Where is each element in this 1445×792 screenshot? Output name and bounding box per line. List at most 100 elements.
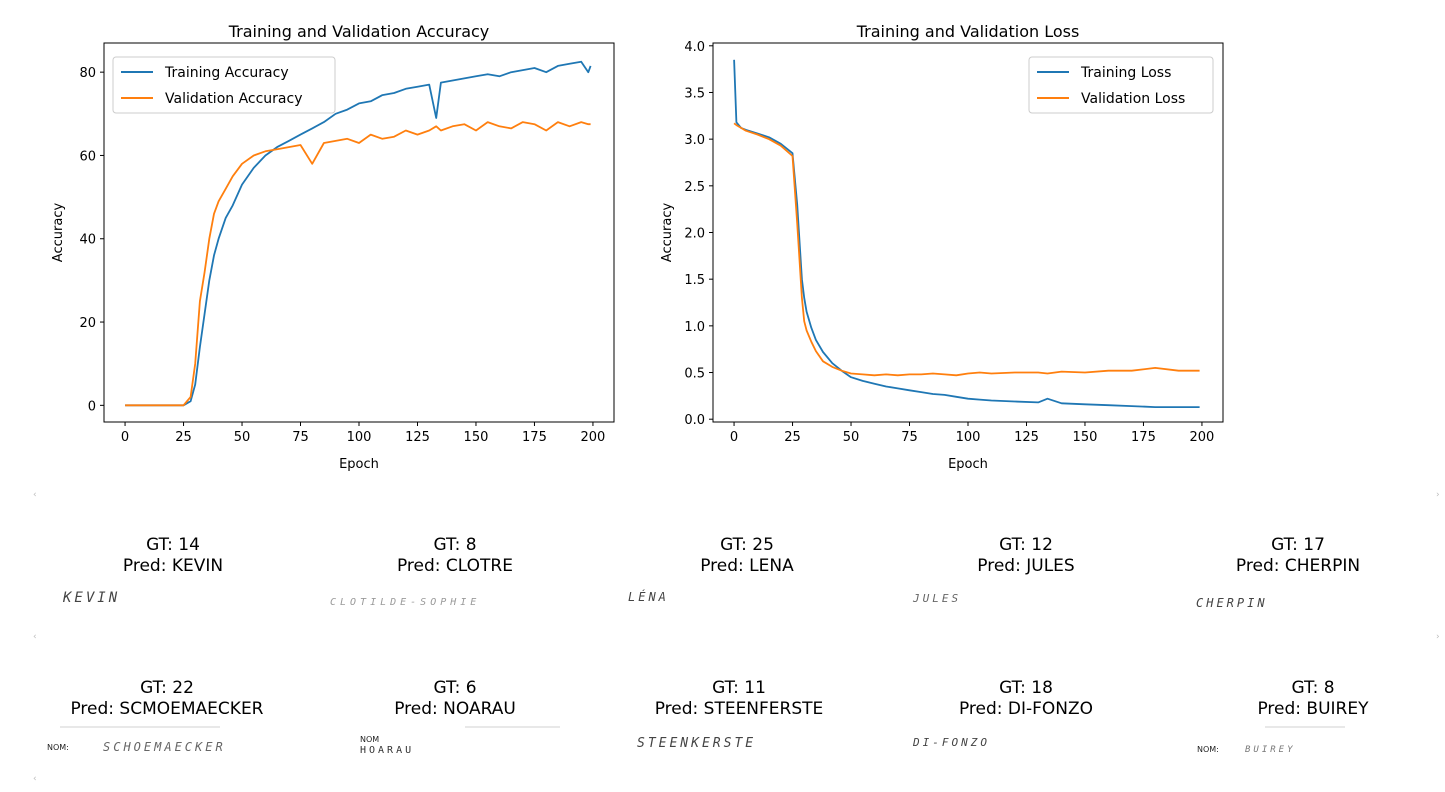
sample-caption: GT: 11 Pred: STEENFERSTE: [609, 678, 869, 720]
x-tick-label: 100: [956, 430, 981, 445]
series-line: [733, 122, 1200, 377]
legend-label: Training Accuracy: [164, 65, 289, 81]
x-tick-label: 175: [522, 430, 547, 445]
sample-caption: GT: 8 Pred: CLOTRE: [325, 535, 585, 577]
prediction-label: Pred: NOARAU: [394, 699, 516, 719]
chart-title: Training and Validation Loss: [856, 22, 1080, 41]
prediction-label: Pred: BUIREY: [1257, 699, 1369, 719]
form-field-label: NOM:: [1197, 745, 1219, 754]
prediction-label: Pred: CHERPIN: [1235, 556, 1361, 576]
charts-figure: 0 25 50 75 100 125 150 175 200 0 20 40 60 80 Training …: [51, 22, 1224, 472]
prediction-label: Pred: LENA: [700, 556, 794, 576]
series-line: [125, 121, 591, 407]
form-field-label: NOM:: [47, 743, 69, 752]
handwriting-image: KEVIN: [63, 590, 121, 606]
sample-caption: GT: 22 Pred: SCMOEMAECKER: [37, 678, 297, 720]
y-axis-label: Accuracy: [51, 203, 66, 263]
ground-truth-label: GT: 22: [140, 678, 194, 698]
y-tick-label: 3.5: [684, 86, 705, 101]
handwriting-image: STEENKERSTE: [637, 736, 757, 751]
ground-truth-label: GT: 17: [1271, 535, 1325, 555]
y-tick-label: 80: [79, 66, 96, 81]
handwriting-image: HOARAU: [360, 745, 415, 756]
scroll-marker-left: ‹: [33, 490, 37, 500]
x-tick-label: 200: [1190, 430, 1215, 445]
ground-truth-label: GT: 8: [1291, 678, 1335, 698]
x-tick-label: 125: [1014, 430, 1039, 445]
handwriting-image: DI-FONZO: [913, 736, 990, 749]
y-tick-label: 1.0: [684, 320, 705, 335]
ground-truth-label: GT: 18: [999, 678, 1053, 698]
x-tick-label: 175: [1131, 430, 1156, 445]
legend-box: [112, 56, 336, 114]
sample-caption: GT: 18 Pred: DI-FONZO: [896, 678, 1156, 720]
y-tick-label: 1.5: [684, 273, 705, 288]
ground-truth-label: GT: 14: [146, 535, 200, 555]
legend-box: [1028, 56, 1214, 114]
y-tick-label: 20: [79, 316, 96, 331]
sample-caption: GT: 25 Pred: LENA: [617, 535, 877, 577]
sample-caption: GT: 8 Pred: BUIREY: [1183, 678, 1443, 720]
x-tick-label: 200: [581, 430, 606, 445]
legend: Training Accuracy Validation Accuracy: [112, 56, 336, 114]
chart-panel: 0 25 50 75 100 125 150 175 200 0 20 40 60 80 Training …: [51, 22, 615, 472]
form-field-label: NOM: [360, 735, 380, 744]
legend: Training Loss Validation Loss: [1028, 56, 1214, 114]
x-tick-label: 100: [347, 430, 372, 445]
legend-label: Training Loss: [1080, 65, 1171, 81]
chart-panel: 0 25 50 75 100 125 150 175 200 0.0 0.5 1.0 1.5 2.0 2.5…: [660, 22, 1224, 472]
form-line: [1265, 726, 1345, 728]
x-axis-label: Epoch: [339, 457, 379, 472]
y-tick-label: 60: [79, 149, 96, 164]
sample-caption: GT: 12 Pred: JULES: [896, 535, 1156, 577]
prediction-label: Pred: CLOTRE: [396, 556, 513, 576]
y-tick-label: 0.0: [684, 413, 705, 428]
prediction-label: Pred: SCMOEMAECKER: [70, 699, 264, 719]
prediction-label: Pred: STEENFERSTE: [654, 699, 824, 719]
y-tick-label: 3.0: [684, 133, 705, 148]
ground-truth-label: GT: 12: [999, 535, 1053, 555]
ground-truth-label: GT: 8: [433, 535, 477, 555]
x-tick-label: 0: [121, 430, 129, 445]
y-tick-label: 2.0: [684, 227, 705, 242]
scroll-marker-left: ‹: [33, 774, 37, 784]
scroll-marker-left: ‹: [33, 632, 37, 642]
ground-truth-label: GT: 11: [712, 678, 766, 698]
form-line: [465, 726, 560, 728]
y-tick-label: 0: [88, 399, 96, 414]
x-tick-label: 150: [464, 430, 489, 445]
ground-truth-label: GT: 6: [433, 678, 477, 698]
x-tick-label: 25: [175, 430, 192, 445]
prediction-label: Pred: DI-FONZO: [958, 699, 1094, 719]
handwriting-image: CHERPIN: [1196, 596, 1268, 610]
x-tick-label: 125: [405, 430, 430, 445]
chart-title: Training and Validation Accuracy: [228, 22, 490, 41]
x-tick-label: 50: [843, 430, 860, 445]
y-axis-label: Accuracy: [660, 203, 675, 263]
sample-caption: GT: 17 Pred: CHERPIN: [1168, 535, 1428, 577]
prediction-label: Pred: KEVIN: [122, 556, 224, 576]
series-line: [733, 59, 1200, 409]
x-tick-label: 25: [784, 430, 801, 445]
x-tick-label: 75: [292, 430, 309, 445]
handwriting-image: LÉNA: [628, 590, 669, 604]
x-tick-label: 50: [234, 430, 251, 445]
form-line: [60, 726, 220, 728]
y-tick-label: 40: [79, 233, 96, 248]
sample-caption: GT: 14 Pred: KEVIN: [43, 535, 303, 577]
prediction-label: Pred: JULES: [977, 556, 1075, 576]
scroll-marker-right: ›: [1436, 490, 1440, 500]
x-tick-label: 0: [730, 430, 738, 445]
series-line: [125, 60, 592, 407]
x-tick-label: 150: [1073, 430, 1098, 445]
handwriting-image: SCHOEMAECKER: [103, 740, 226, 754]
ground-truth-label: GT: 25: [720, 535, 774, 555]
legend-label: Validation Accuracy: [165, 91, 303, 107]
scroll-marker-right: ›: [1436, 632, 1440, 642]
sample-caption: GT: 6 Pred: NOARAU: [325, 678, 585, 720]
handwriting-image: BUIREY: [1245, 745, 1296, 755]
x-tick-label: 75: [901, 430, 918, 445]
handwriting-image: JULES: [913, 592, 962, 605]
handwriting-image: CLOTILDE-SOPHIE: [330, 597, 481, 608]
legend-label: Validation Loss: [1081, 91, 1185, 107]
